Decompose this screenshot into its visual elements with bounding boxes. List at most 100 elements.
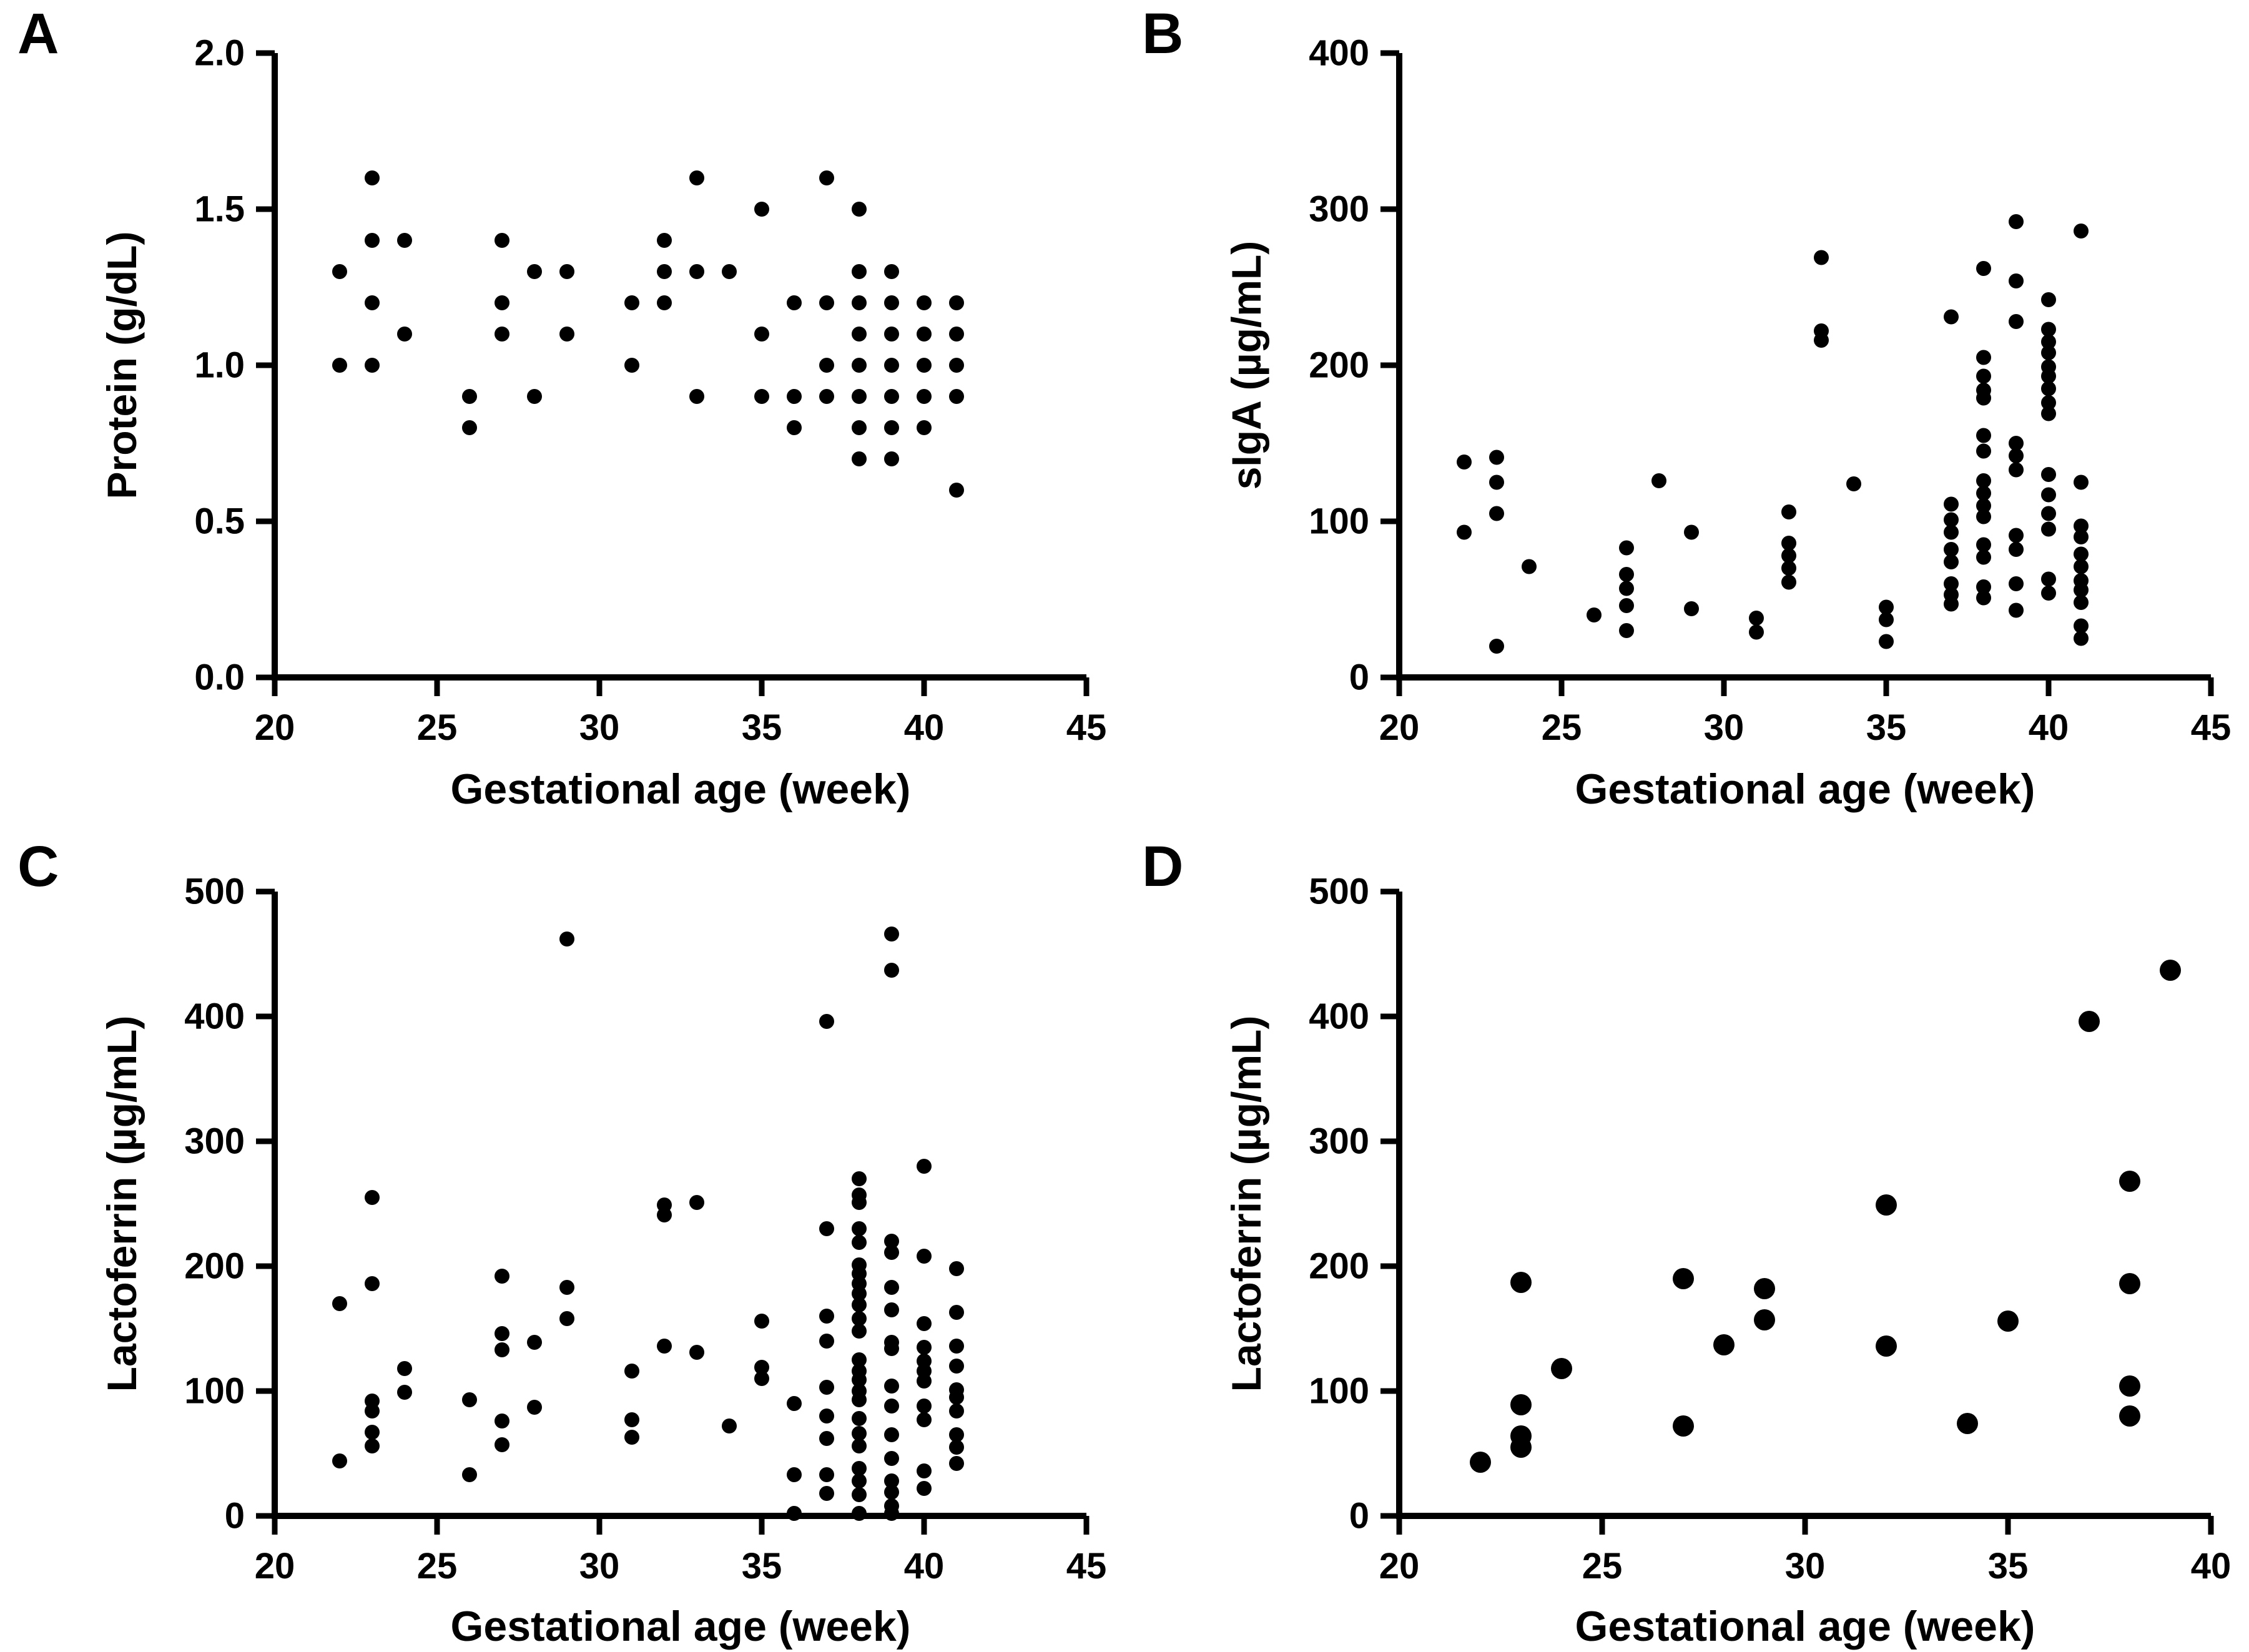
data-point [495,1437,509,1452]
data-point [2119,1273,2140,1294]
data-point [852,1392,867,1407]
data-point [852,1297,867,1312]
data-point [852,264,867,279]
data-point [624,295,639,310]
y-tick-label: 200 [1309,1246,1369,1287]
data-point [1651,473,1666,488]
data-point [462,389,477,404]
data-point [1470,1452,1491,1473]
data-point [1713,1334,1735,1355]
data-point [884,264,899,279]
data-point [1879,599,1894,615]
data-point [884,1341,899,1356]
data-point [917,1159,932,1174]
data-point [365,1438,380,1453]
data-point [397,1361,412,1376]
data-point [949,483,964,498]
x-tick-label: 25 [417,1546,458,1586]
y-tick-label: 2.0 [194,33,245,74]
data-point [884,1379,899,1394]
data-point [949,1404,964,1418]
data-point [495,1269,509,1284]
data-point [2160,960,2181,981]
data-point [1522,559,1537,574]
data-point [689,389,704,404]
y-tick-label: 500 [1309,872,1369,912]
y-tick-label: 0 [1349,1496,1369,1536]
data-point [754,1371,769,1386]
data-point [1976,368,1991,384]
x-axis-title-gestational-age: Gestational age (week) [450,765,911,813]
data-point [1976,590,1991,606]
data-point [754,1314,769,1329]
data-point [1457,455,1472,470]
data-point [365,1425,380,1440]
data-point [559,264,574,279]
data-point [1489,639,1504,654]
data-point [852,1487,867,1502]
data-point [852,295,867,310]
data-point [2074,559,2089,574]
y-tick-label: 400 [1309,996,1369,1037]
data-point [2041,345,2056,360]
data-point [1814,250,1829,265]
data-point [754,389,769,404]
data-point [852,1426,867,1441]
data-point [884,1302,899,1317]
data-point [559,932,574,946]
data-point [949,1305,964,1320]
data-point [462,420,477,435]
data-point [1754,1278,1775,1299]
data-point [527,389,542,404]
data-point [754,202,769,217]
data-point [819,1334,834,1349]
data-point [819,295,834,310]
y-tick-label: 500 [184,872,245,912]
y-axis-title-protein: Protein (g/dL) [99,231,145,499]
y-axis-title-lactoferrin: Lactoferrin (µg/mL) [1223,1015,1269,1392]
data-point [365,1276,380,1291]
data-point [2119,1405,2140,1427]
data-point [1944,596,1959,612]
data-point [397,233,412,248]
data-point [2041,571,2056,587]
data-point [2041,586,2056,601]
data-point [2009,448,2024,463]
data-point [819,1309,834,1324]
data-point [1944,576,1959,591]
data-point [1876,1335,1897,1357]
data-point [949,389,964,404]
panel-d: D 0 100 200 300 400 500 20 25 30 35 40 Lactoferrin… [1124,817,2249,1650]
data-point [2074,518,2089,534]
data-point [949,1261,964,1276]
data-point [884,1280,899,1295]
x-tick-label: 30 [579,1546,620,1586]
lactoferrin-scatter-plot: 0 100 200 300 400 500 20 25 30 35 40 45 [184,872,1106,1587]
data-point [1976,473,1991,488]
data-point [819,1014,834,1029]
data-point [1976,261,1991,276]
data-point [852,1411,867,1426]
y-tick-label: 1.5 [194,189,245,230]
data-point [1957,1413,1978,1434]
data-point [2074,224,2089,238]
y-tick-label: 300 [184,1121,245,1162]
data-point [1619,598,1634,613]
data-point [1684,524,1699,540]
data-point [852,1461,867,1476]
data-point [949,358,964,373]
data-point [2074,595,2089,610]
data-point [1749,611,1764,626]
panel-letter-b: B [1142,2,1184,66]
panel-a: A 0.0 0.5 1.0 1.5 2.0 20 25 30 35 40 45 Protein (g… [0,0,1124,817]
data-point [1781,561,1796,576]
x-tick-label: 35 [1866,707,1907,748]
panel-letter-a: A [17,2,59,66]
data-point [2009,542,2024,557]
data-point [365,170,380,185]
data-point [852,1195,867,1210]
data-point [1587,607,1602,622]
data-point [852,420,867,435]
data-point [2009,273,2024,288]
